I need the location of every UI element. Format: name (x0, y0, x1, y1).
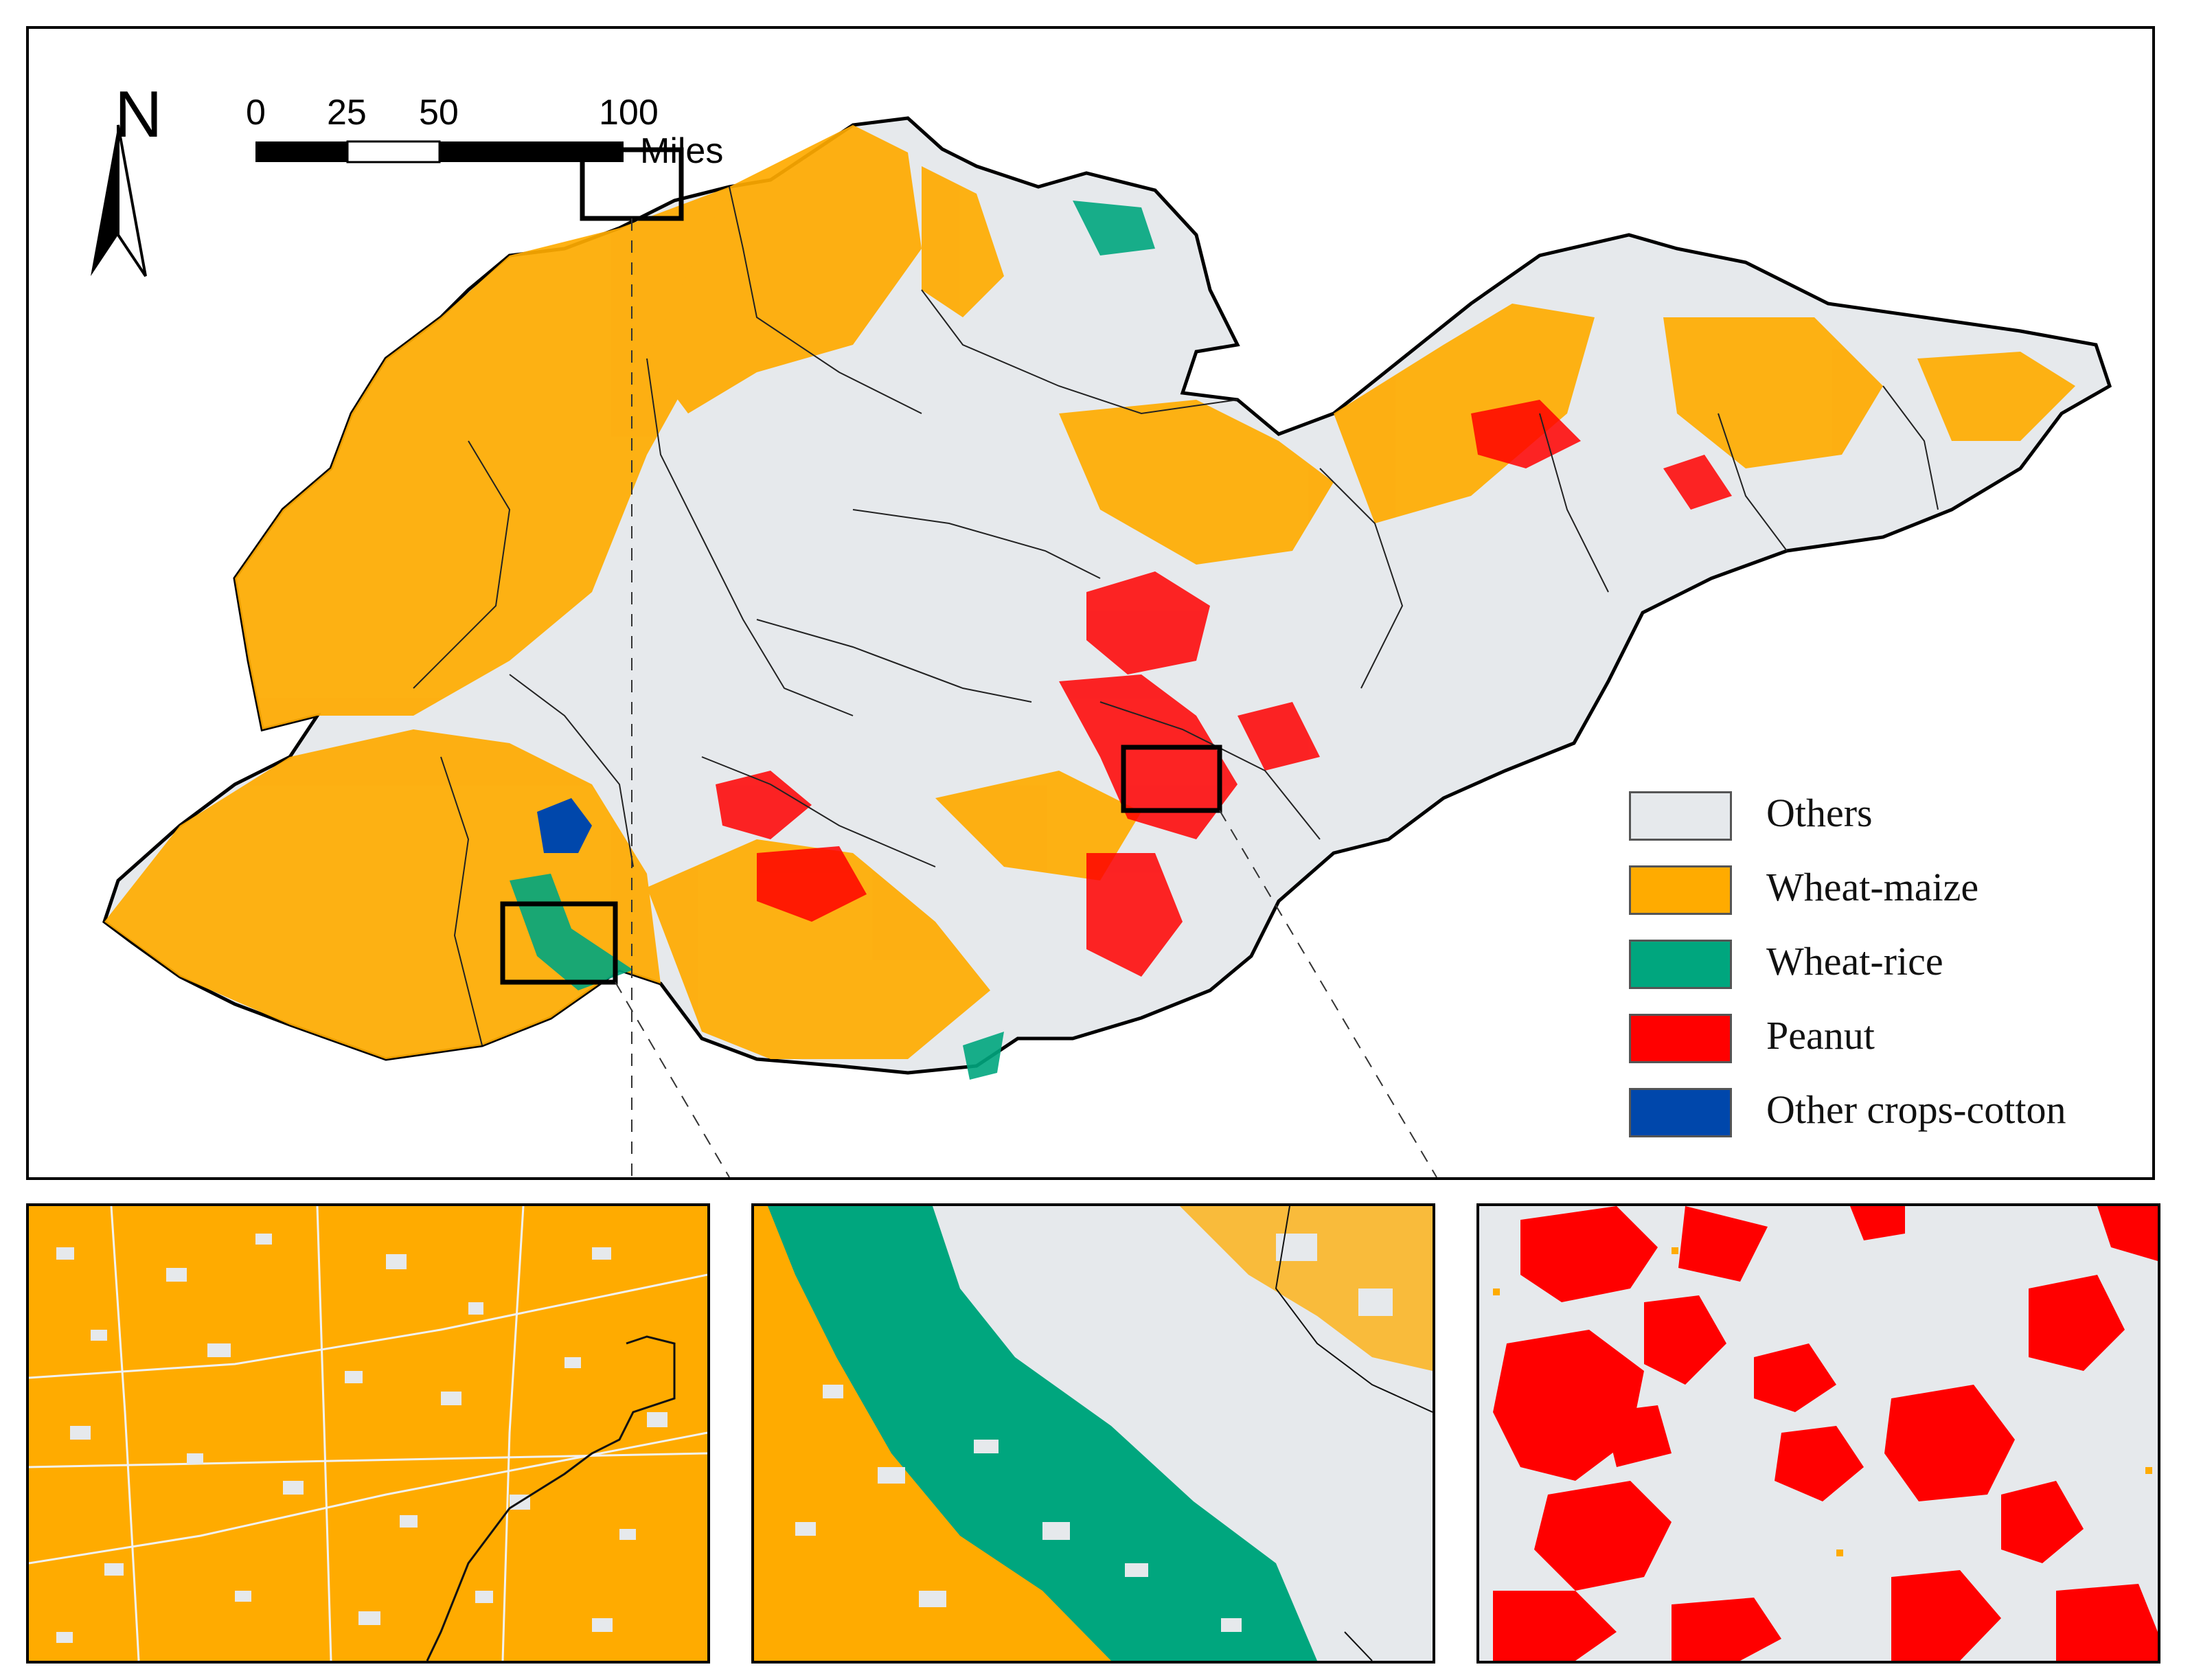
north-arrow-icon (91, 124, 147, 277)
north-label: N (115, 78, 163, 151)
legend-swatch-cotton (1629, 1088, 1732, 1137)
inset-map-wheat-maize (26, 1203, 710, 1664)
inset-leader-lines (615, 218, 1437, 1177)
legend-swatch-peanut (1629, 1014, 1732, 1063)
scale-unit: Miles (640, 131, 724, 171)
legend-swatch-others (1629, 791, 1732, 841)
legend-swatch-wheat-rice (1629, 940, 1732, 989)
legend-label-cotton: Other crops-cotton (1766, 1087, 2066, 1132)
legend-label-wheat-rice: Wheat-rice (1766, 939, 1943, 984)
inset-map-peanut (1476, 1203, 2160, 1664)
scale-tick-100: 100 (599, 93, 659, 133)
province-map (91, 116, 2112, 1177)
cotton-regions (537, 798, 592, 853)
inset-1-canvas (29, 1206, 707, 1661)
inset-3-canvas (1479, 1206, 2158, 1661)
legend-label-peanut: Peanut (1766, 1013, 1875, 1058)
legend-swatch-wheat-maize (1629, 865, 1732, 915)
legend-label-others: Others (1766, 791, 1873, 835)
scale-bar (255, 140, 624, 163)
inset-2-canvas (754, 1206, 1433, 1661)
inset-map-wheat-rice (751, 1203, 1435, 1664)
main-map-frame: N 0 25 50 100 Miles Others Wheat-maize W… (26, 26, 2155, 1180)
inset-locator-2 (500, 901, 618, 985)
scale-tick-50: 50 (419, 93, 459, 133)
wheat-maize-regions (104, 125, 2075, 1059)
peanut-regions (716, 400, 1732, 977)
scale-tick-25: 25 (327, 93, 367, 133)
inset-locator-3 (1121, 745, 1222, 813)
admin-boundaries (413, 186, 1939, 1046)
scale-tick-0: 0 (246, 93, 266, 133)
legend-label-wheat-maize: Wheat-maize (1766, 865, 1979, 909)
